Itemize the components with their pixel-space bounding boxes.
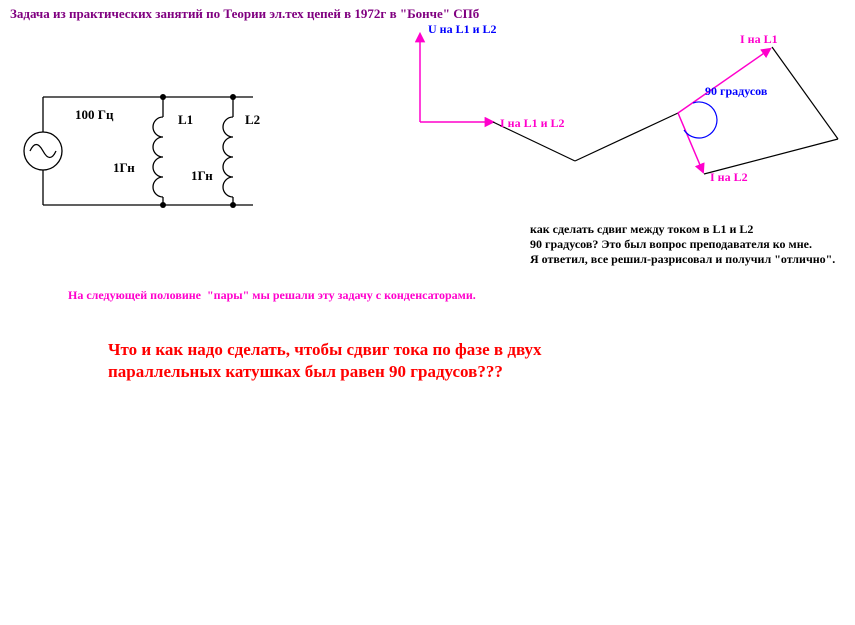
i2-label: I на L2 xyxy=(710,170,748,185)
question-line1: Что и как надо сделать, чтобы сдвиг тока… xyxy=(108,339,542,361)
i-total-label: I на L1 и L2 xyxy=(500,116,565,131)
black-note-line3: Я ответил, все решил-разрисовал и получи… xyxy=(530,252,835,267)
angle-label: 90 градусов xyxy=(705,84,767,99)
question-line2: параллельных катушках был равен 90 граду… xyxy=(108,361,542,383)
i1-label: I на L1 xyxy=(740,32,778,47)
magenta-note: На следующей половине "пары" мы решали э… xyxy=(68,288,476,303)
black-note-line1: как сделать сдвиг между током в L1 и L2 xyxy=(530,222,835,237)
main-question: Что и как надо сделать, чтобы сдвиг тока… xyxy=(108,339,542,383)
black-note: как сделать сдвиг между током в L1 и L2 … xyxy=(530,222,835,267)
black-note-line2: 90 градусов? Это был вопрос преподавател… xyxy=(530,237,835,252)
u-label: U на L1 и L2 xyxy=(428,22,497,37)
